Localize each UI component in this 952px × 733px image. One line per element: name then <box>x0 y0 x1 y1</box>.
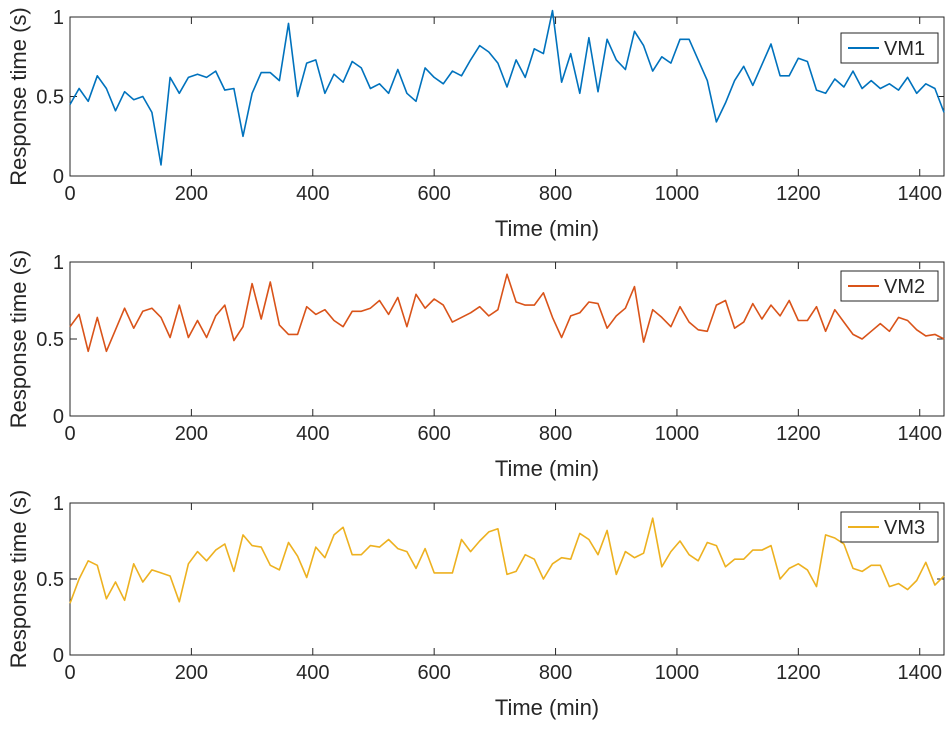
y-tick-label: 0.5 <box>36 329 64 351</box>
legend: VM1 <box>840 32 939 64</box>
y-tick-label: 0.5 <box>36 569 64 591</box>
x-tick-label: 200 <box>175 423 208 445</box>
legend-label: VM2 <box>884 276 925 298</box>
y-tick-label: 1 <box>53 252 64 274</box>
series-line-vm1 <box>69 9 945 166</box>
x-tick-label: 0 <box>64 423 75 445</box>
series-line-vm2 <box>69 273 945 353</box>
x-tick-label: 200 <box>175 662 208 684</box>
x-tick-label: 800 <box>539 183 572 205</box>
x-tick-label: 400 <box>296 183 329 205</box>
y-axis-label: Response time (s) <box>6 250 31 429</box>
series-line-vm3 <box>69 517 945 604</box>
x-tick-label: 200 <box>175 183 208 205</box>
x-tick-label: 1200 <box>776 662 821 684</box>
x-tick-label: 600 <box>417 423 450 445</box>
x-tick-label: 0 <box>64 183 75 205</box>
x-tick-label: 400 <box>296 423 329 445</box>
x-tick-label: 600 <box>417 662 450 684</box>
x-tick-label: 1400 <box>897 183 942 205</box>
x-tick-label: 1200 <box>776 423 821 445</box>
x-tick-label: 1200 <box>776 183 821 205</box>
legend: VM3 <box>840 511 939 543</box>
y-tick-label: 1 <box>53 7 64 29</box>
y-axis-label: Response time (s) <box>6 7 31 186</box>
legend: VM2 <box>840 270 939 302</box>
x-tick-label: 400 <box>296 662 329 684</box>
legend-label: VM1 <box>884 38 925 60</box>
x-tick-label: 1400 <box>897 662 942 684</box>
y-tick-label: 0 <box>53 406 64 428</box>
y-tick-label: 0 <box>53 166 64 188</box>
chart-panel-1: 0 200 400 600 800 1000 1200 1400 0 0.5 1 Time (min)… <box>6 7 945 241</box>
y-axis-label: Response time (s) <box>6 490 31 669</box>
chart-panel-2: 0 200 400 600 800 1000 1200 1400 0 0.5 1 Time (min)… <box>6 250 945 481</box>
plot-area <box>69 261 945 417</box>
plot-area <box>69 16 945 177</box>
y-tick-label: 1 <box>53 493 64 515</box>
x-tick-label: 1000 <box>655 423 700 445</box>
x-tick-label: 0 <box>64 662 75 684</box>
x-tick-label: 800 <box>539 662 572 684</box>
x-tick-label: 600 <box>417 183 450 205</box>
x-axis-label: Time (min) <box>495 216 599 241</box>
legend-label: VM3 <box>884 517 925 539</box>
x-tick-label: 1000 <box>655 183 700 205</box>
y-tick-label: 0 <box>53 645 64 667</box>
x-axis-label: Time (min) <box>495 695 599 720</box>
y-tick-label: 0.5 <box>36 87 64 109</box>
x-tick-label: 1000 <box>655 662 700 684</box>
chart-panel-3: 0 200 400 600 800 1000 1200 1400 0 0.5 1 Time (min)… <box>6 490 945 720</box>
x-tick-label: 1400 <box>897 423 942 445</box>
x-axis-label: Time (min) <box>495 456 599 481</box>
x-tick-label: 800 <box>539 423 572 445</box>
